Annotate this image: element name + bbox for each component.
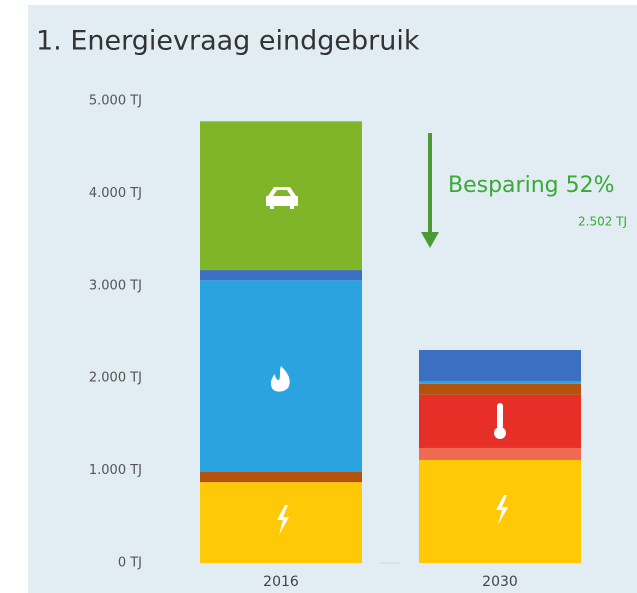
x-tick-label: 2016 <box>263 574 299 590</box>
chart-title: 1. Energievraag eindgebruik <box>36 26 420 57</box>
bar-segment <box>419 447 581 460</box>
bar-segment <box>419 350 581 381</box>
bar-segment <box>200 482 362 563</box>
y-tick-label: 5.000 TJ <box>89 94 142 109</box>
bar-segment <box>419 459 581 563</box>
annotation: Besparing 52% <box>448 173 615 198</box>
y-tick-label: 4.000 TJ <box>89 186 142 201</box>
bar-segment <box>200 471 362 483</box>
thermometer-icon <box>494 403 506 439</box>
y-tick-label: 1.000 TJ <box>89 463 142 478</box>
lightning-icon <box>277 505 289 535</box>
annotation: 2.502 TJ <box>578 215 627 229</box>
bar-segment <box>200 121 362 271</box>
car-icon <box>266 187 298 209</box>
bar-segment <box>200 270 362 281</box>
y-tick-label: 2.000 TJ <box>89 371 142 386</box>
bar-segment <box>419 380 581 384</box>
flame-icon <box>270 366 290 392</box>
y-tick-label: 0 TJ <box>118 556 142 571</box>
bars <box>200 121 581 563</box>
x-tick-label: 2030 <box>482 574 518 590</box>
arrow <box>421 133 439 248</box>
bar-segment <box>419 383 581 395</box>
y-tick-label: 3.000 TJ <box>89 278 142 293</box>
icons <box>266 187 508 535</box>
lightning-icon <box>496 495 508 525</box>
